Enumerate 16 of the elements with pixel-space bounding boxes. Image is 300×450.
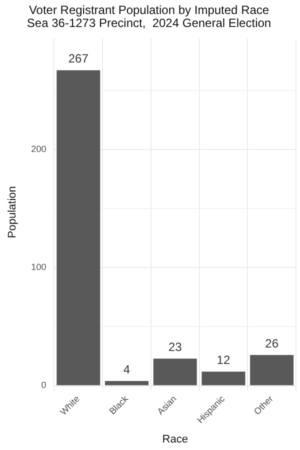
- bar: [104, 381, 149, 386]
- data-label: 12: [216, 352, 230, 367]
- data-label: 23: [168, 340, 182, 354]
- x-axis-title: Race: [162, 433, 188, 446]
- data-label: 267: [68, 52, 89, 66]
- y-axis-title: Population: [6, 186, 19, 238]
- y-tick-label: 200: [31, 144, 46, 154]
- bar: [56, 70, 100, 386]
- data-label: 4: [123, 362, 130, 376]
- bar: [250, 355, 294, 386]
- bar: [202, 372, 246, 386]
- chart-title: Voter Registrant Population by Imputed Race Sea 36-1273 Precinct, 2024 General Election: [26, 2, 272, 30]
- y-tick-label: 0: [41, 380, 46, 390]
- data-label: 26: [265, 336, 279, 350]
- y-tick-label: 100: [31, 262, 46, 272]
- bar: [153, 358, 197, 386]
